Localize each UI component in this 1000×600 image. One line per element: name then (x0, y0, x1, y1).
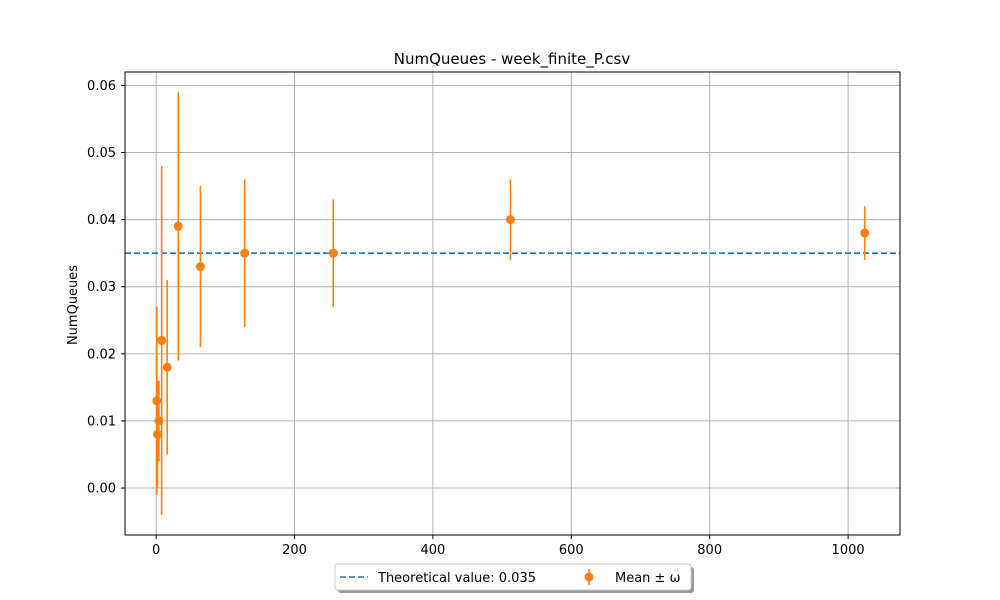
y-tick-label: 0.06 (87, 79, 116, 94)
y-tick-label: 0.05 (87, 146, 116, 161)
x-tick-label: 600 (559, 543, 584, 558)
y-tick-label: 0.00 (87, 482, 116, 497)
x-axis-ticks: 0 200 400 600 800 1000 (152, 535, 865, 558)
x-tick-label: 1000 (832, 543, 865, 558)
y-tick-label: 0.03 (87, 280, 116, 295)
data-point (162, 362, 172, 372)
legend-mean-marker-swatch (584, 572, 594, 582)
y-tick-label: 0.02 (87, 347, 116, 362)
data-point (153, 429, 163, 439)
grid (125, 72, 900, 535)
y-axis-label: NumQueues (66, 265, 81, 345)
x-tick-label: 0 (152, 543, 160, 558)
data-point (505, 215, 515, 225)
x-tick-label: 200 (282, 543, 307, 558)
data-points (152, 215, 870, 439)
chart-title: NumQueues - week_finite_P.csv (394, 50, 631, 69)
y-axis-ticks: 0.00 0.01 0.02 0.03 0.04 0.05 0.06 (87, 79, 125, 497)
data-point (240, 248, 250, 258)
x-tick-label: 800 (697, 543, 722, 558)
legend-mean-label: Mean ± ω (615, 571, 680, 586)
data-point (154, 416, 164, 426)
error-bars (156, 92, 866, 515)
x-tick-label: 400 (421, 543, 446, 558)
legend-theoretical-label: Theoretical value: 0.035 (377, 571, 536, 586)
data-point (173, 221, 183, 231)
y-tick-label: 0.04 (87, 213, 116, 228)
legend-box (334, 563, 692, 591)
legend: Theoretical value: 0.035 Mean ± ω (334, 563, 694, 593)
data-point (152, 396, 162, 406)
data-point (157, 335, 167, 345)
plot-area-frame (124, 71, 901, 536)
data-point (195, 262, 205, 272)
data-point (860, 228, 870, 238)
y-tick-label: 0.01 (87, 414, 116, 429)
data-point (328, 248, 338, 258)
